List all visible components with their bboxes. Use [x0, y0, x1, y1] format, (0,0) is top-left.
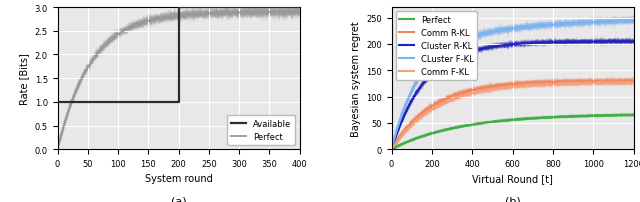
Y-axis label: Bayesian system regret: Bayesian system regret	[351, 21, 360, 136]
Comm F-KL	[447, 99, 454, 102]
Line: Cluster R-KL: Cluster R-KL	[392, 42, 634, 149]
Available	[54, 101, 61, 104]
CLuster F-KL	[456, 41, 463, 43]
Comm R-KL	[630, 80, 637, 83]
Perfect	[456, 126, 463, 128]
Line: Comm F-KL: Comm F-KL	[392, 83, 634, 149]
Perfect	[169, 16, 177, 18]
CLuster F-KL	[547, 24, 554, 27]
CLuster F-KL	[630, 20, 637, 22]
Y-axis label: Rate [Bits]: Rate [Bits]	[19, 53, 29, 105]
Comm F-KL	[630, 82, 637, 84]
Available	[175, 101, 182, 104]
Comm R-KL	[547, 82, 554, 84]
Cluster R-KL	[456, 55, 463, 57]
Perfect	[464, 124, 472, 127]
Comm R-KL	[456, 93, 463, 95]
Available	[175, 7, 182, 9]
Perfect	[576, 115, 584, 118]
Text: (b): (b)	[505, 195, 520, 202]
Perfect	[447, 128, 454, 130]
Comm F-KL	[606, 82, 614, 84]
Perfect	[547, 117, 554, 119]
Line: Available: Available	[58, 8, 300, 102]
Comm F-KL	[576, 82, 584, 85]
Legend: Perfect, Comm R-KL, Cluster R-KL, CLuster F-KL, Comm F-KL: Perfect, Comm R-KL, Cluster R-KL, CLuste…	[396, 12, 477, 80]
Cluster R-KL	[547, 42, 554, 44]
CLuster F-KL	[576, 23, 584, 25]
Cluster R-KL	[464, 52, 472, 54]
Comm F-KL	[464, 93, 472, 96]
Perfect	[388, 148, 396, 151]
Perfect	[606, 115, 614, 117]
Legend: Available, Perfect: Available, Perfect	[227, 115, 296, 145]
CLuster F-KL	[447, 46, 454, 48]
Perfect	[54, 148, 61, 151]
Comm F-KL	[456, 96, 463, 98]
Perfect	[170, 16, 178, 18]
Perfect	[252, 12, 260, 14]
Perfect	[198, 13, 205, 16]
X-axis label: System round: System round	[145, 174, 212, 184]
Line: Perfect: Perfect	[392, 115, 634, 149]
CLuster F-KL	[388, 148, 396, 151]
Line: Perfect: Perfect	[58, 13, 300, 149]
Comm F-KL	[388, 148, 396, 151]
Line: CLuster F-KL: CLuster F-KL	[392, 21, 634, 149]
Comm R-KL	[388, 148, 396, 151]
Perfect	[290, 12, 298, 14]
Cluster R-KL	[576, 41, 584, 44]
Cluster R-KL	[388, 148, 396, 151]
CLuster F-KL	[606, 21, 614, 23]
Text: (a): (a)	[171, 195, 186, 202]
Comm R-KL	[576, 81, 584, 83]
Comm R-KL	[464, 90, 472, 93]
Perfect	[630, 114, 637, 117]
Cluster R-KL	[606, 41, 614, 43]
Line: Comm R-KL: Comm R-KL	[392, 82, 634, 149]
Comm R-KL	[447, 96, 454, 98]
X-axis label: Virtual Round [t]: Virtual Round [t]	[472, 174, 553, 184]
Comm R-KL	[606, 80, 614, 83]
Cluster R-KL	[630, 41, 637, 43]
Cluster R-KL	[447, 59, 454, 62]
CLuster F-KL	[464, 38, 472, 40]
Comm F-KL	[547, 83, 554, 86]
Perfect	[296, 12, 303, 14]
Available	[296, 7, 303, 9]
Perfect	[185, 14, 193, 17]
